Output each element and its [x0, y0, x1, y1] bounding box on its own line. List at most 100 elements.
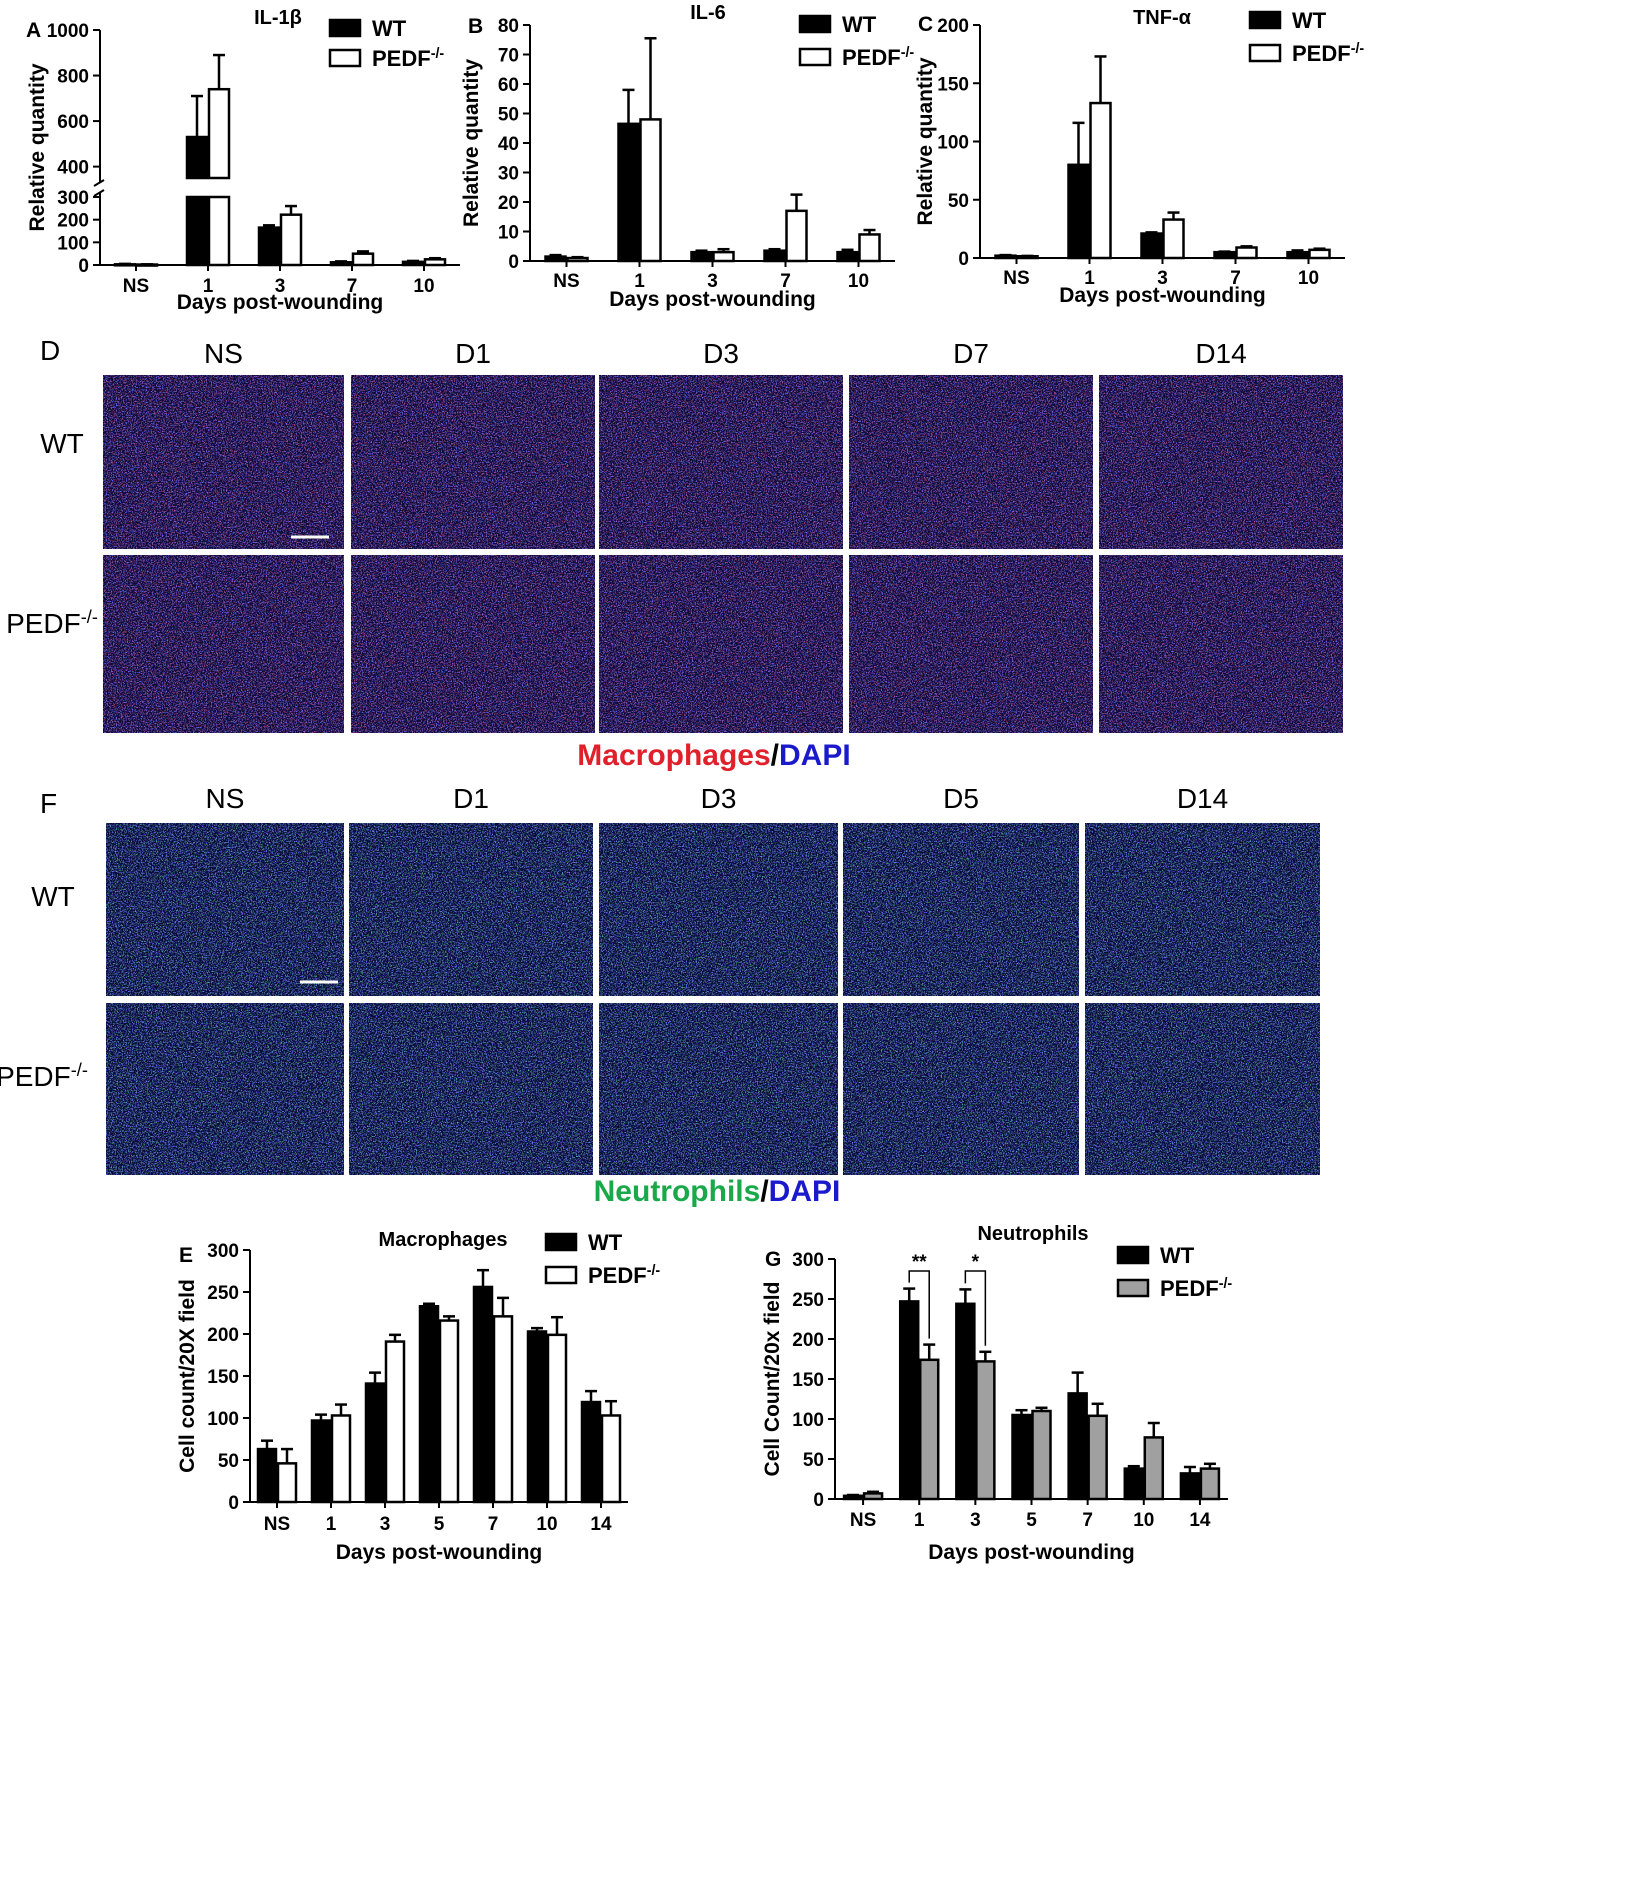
y-tick-label: 300 [792, 1250, 824, 1271]
x-tick-label: 1 [634, 271, 645, 292]
bar-g-pedf-5 [1031, 1406, 1052, 1501]
bar-g-pedf-7 [1087, 1402, 1108, 1501]
bar-b-pedf-3 [712, 247, 735, 263]
x-axis-label: Days post-wounding [1059, 284, 1266, 307]
stain-caption: Macrophages/DAPI [577, 739, 850, 772]
legend-swatch [1248, 43, 1282, 63]
row-label: PEDF-/- [0, 1060, 88, 1092]
panel-letter: B [468, 15, 483, 38]
chart-panel-b: 0 10 20 30 40 50 60 70 80 NS 1 3 7 10 B IL-6 Relative qu… [460, 2, 914, 311]
y-tick-label: 200 [57, 211, 89, 232]
x-tick-label: 7 [488, 1514, 499, 1535]
x-tick-label: 3 [970, 1510, 981, 1531]
panel-letter: A [26, 19, 41, 42]
legend-item-wt: WT [544, 1230, 623, 1255]
y-tick-label: 0 [813, 1490, 824, 1511]
bar-e-wt-NS [256, 1439, 278, 1504]
y-axis-label: Cell Count/20x field [761, 1282, 784, 1477]
bar-c-pedf-NS [1016, 254, 1039, 260]
micrograph-pedf-d1 [351, 555, 595, 733]
y-tick-label: 250 [792, 1290, 824, 1311]
y-tick-label: 200 [207, 1325, 239, 1346]
bar-b-wt-1 [617, 88, 640, 263]
micrograph-panel-f: F NS D1 D3 D5 D14 WT PEDF-/- Neutrophils/DAPI [0, 783, 1320, 1208]
panel-letter: G [765, 1248, 781, 1271]
micrograph-pedf-ns [106, 1003, 344, 1175]
micrograph-pedf-d7 [849, 555, 1093, 733]
bar-a-pedf-1 [207, 53, 231, 267]
axis-break-mark [93, 179, 105, 187]
row-label: WT [31, 881, 75, 912]
y-tick-label: 200 [937, 16, 969, 37]
y-tick-label: 10 [498, 223, 519, 244]
legend-swatch [798, 47, 832, 67]
bar-c-wt-3 [1140, 231, 1163, 260]
column-label: D14 [1177, 783, 1228, 814]
legend-label: PEDF-/- [1292, 41, 1364, 66]
legend-swatch [328, 18, 362, 38]
column-label: D3 [703, 338, 739, 369]
micrograph-wt-d7 [849, 375, 1093, 549]
y-tick-label: 200 [792, 1330, 824, 1351]
column-label: NS [204, 338, 243, 369]
x-tick-label: 10 [413, 276, 434, 297]
x-axis-label: Days post-wounding [609, 288, 816, 311]
micrograph-pedf-d1 [349, 1003, 593, 1175]
y-tick-label: 100 [207, 1409, 239, 1430]
bar-e-wt-10 [526, 1326, 548, 1504]
y-tick-label: 300 [207, 1241, 239, 1262]
y-tick-label: 300 [57, 188, 89, 209]
y-tick-label: 50 [218, 1451, 239, 1472]
bar-a-pedf-7 [351, 250, 375, 267]
bar-b-wt-3 [690, 249, 713, 263]
bar-g-wt-5 [1011, 1408, 1032, 1501]
y-axis-label: Relative quantity [26, 63, 49, 231]
bar-a-wt-3 [257, 224, 281, 267]
bar-c-pedf-10 [1308, 247, 1331, 260]
bar-e-wt-1 [310, 1413, 332, 1504]
bar-g-wt-14 [1179, 1465, 1201, 1501]
column-label: D7 [953, 338, 989, 369]
y-tick-label: 60 [498, 75, 519, 96]
column-label: D1 [455, 338, 491, 369]
x-tick-label: 7 [347, 276, 358, 297]
micrograph-pedf-d14 [1085, 1003, 1320, 1175]
micrograph-pedf-d3 [599, 555, 843, 733]
legend-swatch [1248, 10, 1282, 30]
legend-label: PEDF-/- [588, 1263, 660, 1288]
legend-item-pedf: PEDF-/- [1248, 41, 1364, 66]
legend-swatch [544, 1232, 578, 1252]
y-tick-label: 40 [498, 134, 519, 155]
y-axis-label: Cell count/20X field [176, 1279, 199, 1473]
bar-e-pedf-5 [438, 1315, 460, 1504]
legend-swatch [1116, 1278, 1150, 1298]
bar-c-pedf-3 [1162, 211, 1185, 260]
y-tick-label: 0 [228, 1493, 239, 1514]
x-tick-label: NS [553, 271, 579, 292]
micrograph-wt-d5 [843, 823, 1079, 996]
bar-a-wt-10 [401, 259, 425, 267]
legend-item-pedf: PEDF-/- [544, 1263, 660, 1288]
micrograph-wt-d1 [351, 375, 595, 549]
bar-e-wt-3 [364, 1371, 386, 1504]
y-tick-label: 100 [937, 133, 969, 154]
chart-title: TNF-α [1133, 7, 1192, 29]
bar-b-pedf-7 [785, 193, 808, 263]
bar-b-wt-7 [763, 247, 786, 263]
column-label: NS [206, 783, 245, 814]
legend-label: WT [588, 1230, 623, 1255]
y-tick-label: 50 [803, 1450, 824, 1471]
legend-item-pedf: PEDF-/- [1116, 1276, 1232, 1301]
row-label: PEDF-/- [6, 607, 98, 639]
x-tick-label: 10 [1133, 1510, 1154, 1531]
bar-g-pedf-14 [1199, 1462, 1221, 1501]
bar-g-pedf-10 [1143, 1421, 1165, 1501]
x-tick-label: 3 [380, 1514, 391, 1535]
chart-title: IL-6 [690, 2, 726, 24]
y-axis-label: Relative quantity [460, 59, 483, 227]
legend-swatch [1116, 1245, 1150, 1265]
legend-label: PEDF-/- [372, 46, 444, 71]
chart-panel-e: 0 50 100 150 200 250 300 NS 1 3 5 7 10 14 E Macrophages… [176, 1229, 660, 1564]
bar-c-pedf-7 [1235, 245, 1258, 260]
legend-item-wt: WT [328, 16, 407, 41]
